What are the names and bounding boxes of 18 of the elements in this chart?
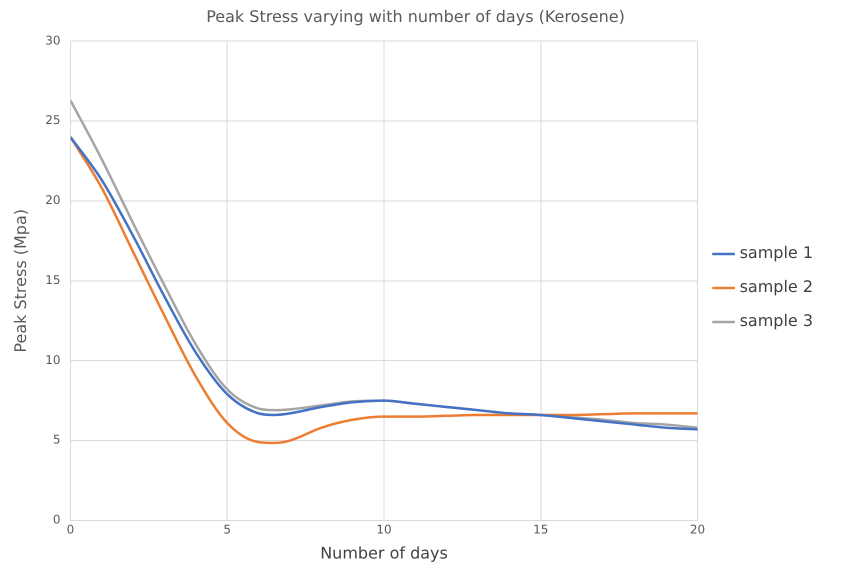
x-tick-label: 0 [66,522,74,537]
legend-label: sample 1 [740,243,813,262]
y-tick-label: 10 [45,352,60,367]
y-axis-title: Peak Stress (Mpa) [10,209,30,353]
y-tick-label: 5 [52,432,60,447]
y-tick-label: 25 [45,113,60,128]
y-tick-label: 20 [45,193,60,208]
y-tick-label: 0 [52,512,60,527]
x-tick-label: 5 [223,522,232,537]
y-tick-label: 15 [45,272,60,287]
x-tick-label: 10 [376,522,392,537]
chart-title: Peak Stress varying with number of days (Kerosene) [206,6,625,26]
x-axis-title: Number of days [320,544,448,563]
y-tick-label: 30 [45,33,60,48]
x-tick-label: 15 [533,522,548,537]
legend-label: sample 2 [740,277,813,296]
x-tick-label: 20 [690,522,706,537]
legend-label: sample 3 [740,311,813,330]
